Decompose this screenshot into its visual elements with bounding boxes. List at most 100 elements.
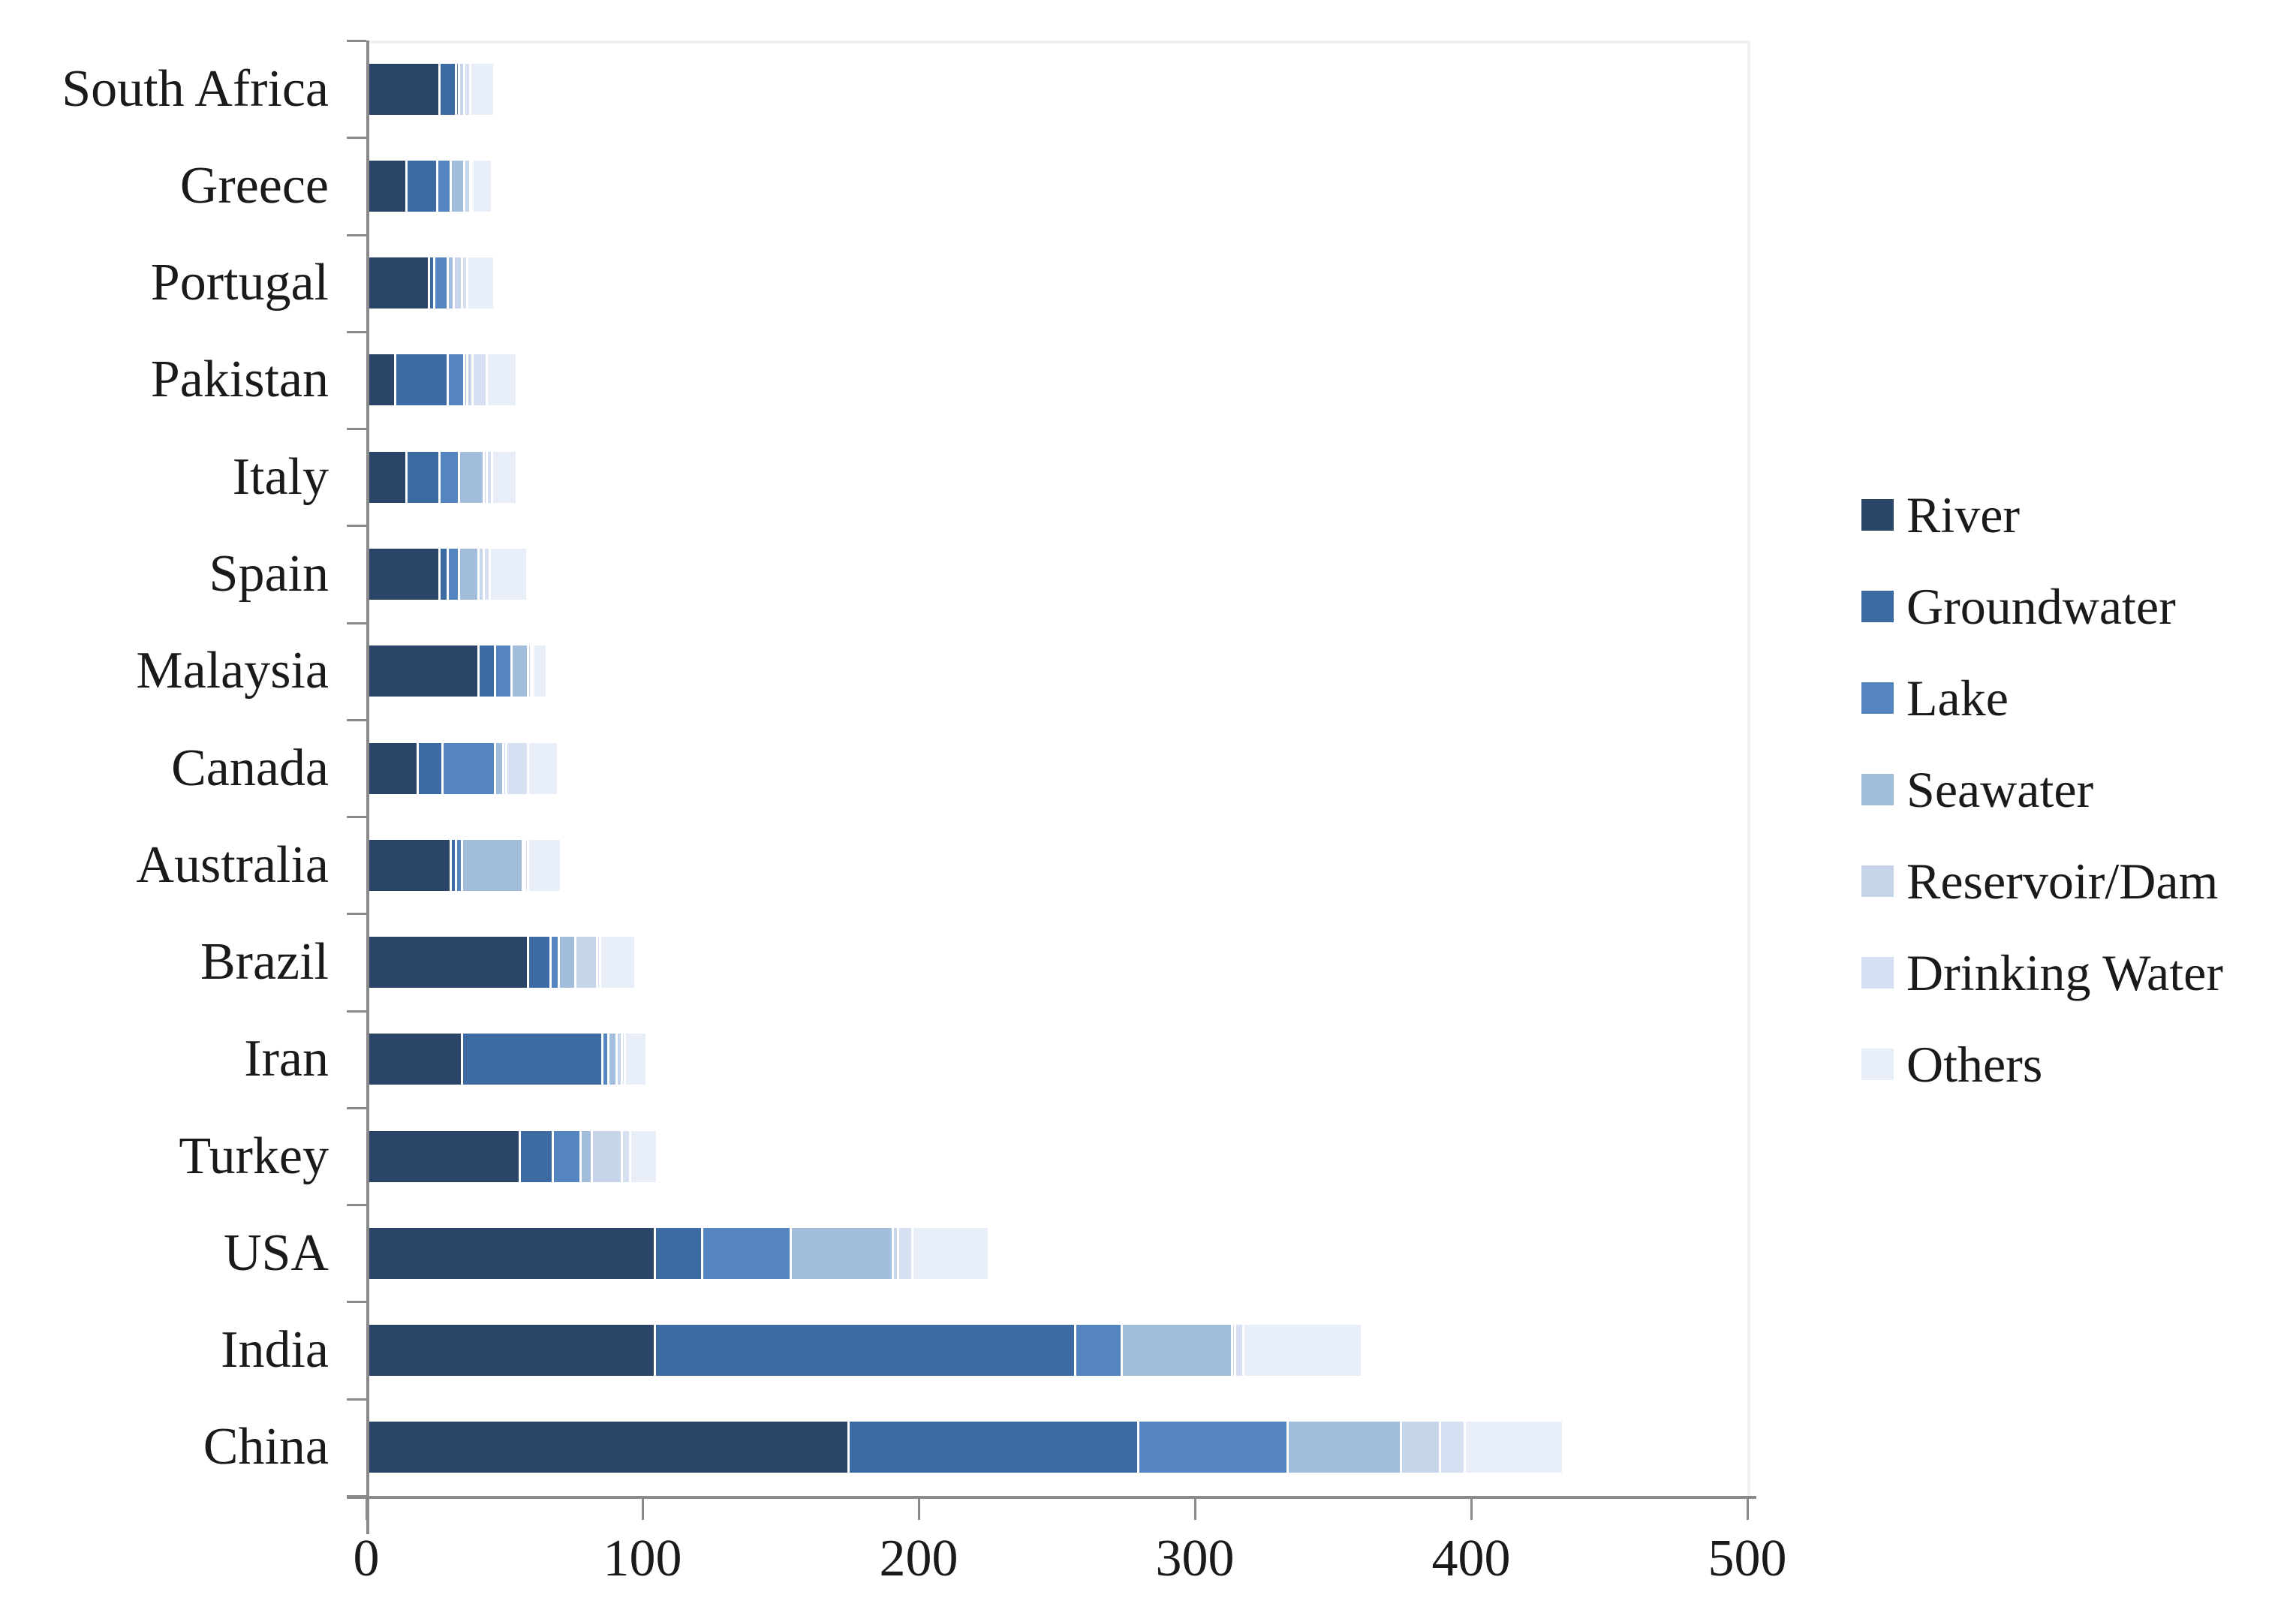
bar-row	[366, 1034, 645, 1085]
y-axis-tick	[347, 233, 366, 236]
bar-segment-lake	[1139, 1422, 1289, 1473]
bar-segment-reservoir-dam	[479, 548, 486, 600]
bar-segment-drinking-water	[1236, 1325, 1245, 1377]
bar-segment-seawater	[460, 451, 486, 503]
category-label: Brazil	[200, 933, 329, 992]
y-axis-tick	[347, 621, 366, 624]
bar-segment-groundwater	[408, 451, 441, 503]
x-axis-tick	[1747, 1499, 1749, 1520]
bar-segment-groundwater	[408, 160, 438, 212]
bar-segment-seawater	[449, 257, 455, 309]
bar-row	[366, 645, 546, 697]
legend-label: River	[1906, 486, 2021, 543]
bar-segment-groundwater	[418, 742, 444, 794]
bar-segment-others	[474, 160, 491, 212]
bar-segment-river	[366, 1227, 657, 1279]
bar-segment-lake	[603, 1034, 609, 1085]
bar-row	[366, 548, 527, 600]
bar-segment-lake	[1076, 1325, 1124, 1377]
bar-segment-lake	[449, 354, 466, 406]
x-axis-tick	[1194, 1499, 1196, 1520]
y-axis-tick	[347, 816, 366, 819]
y-axis-tick	[347, 1301, 366, 1304]
bar-segment-river	[366, 548, 441, 600]
bar-segment-river	[366, 160, 408, 212]
bar-segment-drinking-water	[531, 645, 535, 697]
bar-segment-reservoir-dam	[454, 257, 463, 309]
bar-segment-lake	[457, 63, 461, 115]
bar-segment-seawater	[559, 937, 576, 989]
y-axis-tick	[347, 1204, 366, 1207]
legend-item-reservoir-dam: Reservoir/Dam	[1861, 847, 2218, 916]
category-label: Portugal	[150, 254, 329, 312]
bar-segment-groundwater	[396, 354, 450, 406]
x-axis-tick	[918, 1499, 920, 1520]
plot-border-right	[1747, 41, 1750, 1496]
y-axis-tick	[347, 1398, 366, 1401]
bar-segment-river	[366, 1325, 657, 1377]
y-axis-tick	[347, 1106, 366, 1109]
x-axis-tick-label: 300	[1155, 1530, 1235, 1587]
legend-label: Lake	[1906, 670, 2009, 727]
legend-label: Groundwater	[1906, 578, 2176, 635]
category-label: Italy	[232, 447, 329, 506]
legend-swatch-icon	[1861, 865, 1894, 897]
bar-segment-lake	[551, 937, 560, 989]
bar-segment-reservoir-dam	[1233, 1325, 1237, 1377]
bar-segment-others	[471, 63, 494, 115]
bar-segment-drinking-water	[598, 937, 601, 989]
bar-segment-seawater	[462, 839, 524, 891]
legend-swatch-icon	[1861, 591, 1894, 622]
bar-segment-lake	[495, 645, 513, 697]
bar-row	[366, 1325, 1361, 1377]
y-axis-line	[366, 41, 369, 1534]
category-label: South Africa	[62, 59, 329, 118]
legend-label: Drinking Water	[1906, 944, 2223, 1001]
category-label: China	[203, 1418, 329, 1476]
bar-segment-reservoir-dam	[1401, 1422, 1441, 1473]
bar-segment-seawater	[1289, 1422, 1402, 1473]
bar-segment-reservoir-dam	[485, 451, 488, 503]
bar-segment-drinking-water	[462, 257, 469, 309]
bar-segment-river	[366, 63, 441, 115]
legend-item-drinking-water: Drinking Water	[1861, 938, 2223, 1007]
bar-segment-river	[366, 451, 408, 503]
bar-segment-groundwater	[656, 1325, 1076, 1377]
bar-segment-others	[625, 1034, 645, 1085]
bar-segment-reservoir-dam	[893, 1227, 900, 1279]
bar-segment-groundwater	[529, 937, 552, 989]
bar-segment-river	[366, 645, 480, 697]
bar-segment-seawater	[582, 1130, 593, 1182]
bar-segment-river	[366, 1034, 463, 1085]
x-axis-tick-label: 0	[353, 1530, 380, 1587]
y-axis-tick	[347, 525, 366, 528]
bar-segment-lake	[441, 451, 461, 503]
category-label: Iran	[244, 1030, 329, 1088]
category-label: Malaysia	[136, 642, 329, 700]
category-label: Spain	[209, 544, 329, 603]
bar-segment-river	[366, 839, 453, 891]
bar-segment-seawater	[465, 354, 469, 406]
bar-segment-river	[366, 1130, 522, 1182]
category-label: Pakistan	[150, 351, 329, 409]
bar-segment-others	[490, 548, 527, 600]
bar-segment-reservoir-dam	[460, 63, 466, 115]
bar-segment-river	[366, 1422, 850, 1473]
x-axis-tick-label: 400	[1431, 1530, 1511, 1587]
bar-segment-others	[487, 354, 516, 406]
bar-segment-reservoir-dam	[592, 1130, 624, 1182]
bar-segment-lake	[438, 160, 453, 212]
bar-segment-drinking-water	[526, 839, 530, 891]
bar-segment-seawater	[609, 1034, 618, 1085]
bar-segment-seawater	[1123, 1325, 1234, 1377]
x-axis-tick	[642, 1499, 644, 1520]
bar-segment-river	[366, 354, 397, 406]
bar-segment-reservoir-dam	[523, 839, 527, 891]
legend-label: Reservoir/Dam	[1906, 853, 2219, 910]
bar-segment-river	[366, 937, 530, 989]
x-axis-tick	[1470, 1499, 1473, 1520]
bar-segment-seawater	[452, 160, 466, 212]
bar-segment-seawater	[460, 548, 480, 600]
category-label: Australia	[136, 835, 329, 894]
